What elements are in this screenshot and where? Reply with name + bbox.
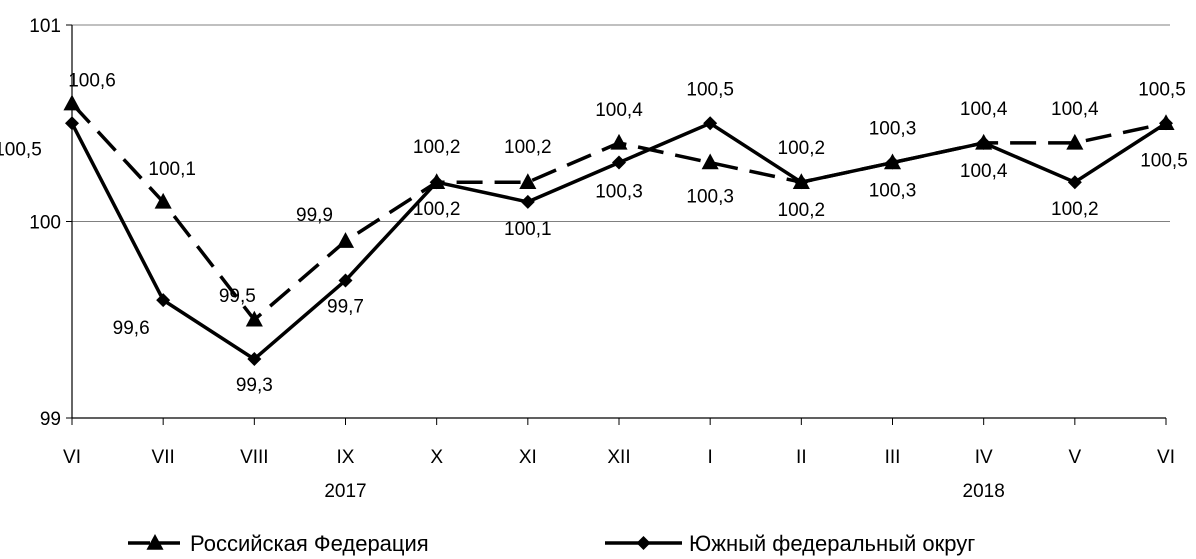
series-1-point-2: [247, 352, 262, 367]
series-0-point-0: [63, 94, 81, 111]
x-tick-label: I: [708, 447, 713, 468]
data-labels: 100,6 100,1 99,5 99,9 100,2 100,2 100,4 100,3 10…: [0, 71, 1188, 396]
data-label: 100,4: [1051, 99, 1099, 120]
data-label: 100,4: [960, 161, 1008, 182]
data-label: 100,4: [960, 99, 1008, 120]
x-tick-label: X: [430, 447, 443, 468]
series-1-point-1: [156, 293, 171, 308]
legend-label: Южный федеральный округ: [689, 531, 975, 556]
series-1-point-3: [338, 273, 353, 288]
year-label: 2017: [324, 481, 366, 502]
series-1-point-8: [794, 175, 809, 190]
legend-marker-1: [636, 536, 651, 550]
data-label: 100,2: [778, 200, 826, 221]
data-label: 100,3: [595, 182, 643, 203]
series-1-point-4: [429, 175, 444, 190]
series-1-point-11: [1067, 175, 1082, 190]
data-label: 100,4: [595, 100, 643, 121]
data-label: 100,3: [869, 181, 917, 202]
series-0-point-6: [610, 133, 628, 150]
data-label: 100,2: [413, 199, 461, 220]
series-1-point-6: [612, 155, 626, 170]
data-label: 99,6: [113, 318, 150, 339]
data-label: 100,2: [1051, 199, 1099, 220]
year-label: 2018: [963, 481, 1005, 502]
data-label: 99,7: [327, 296, 364, 317]
series-0-point-5: [519, 173, 537, 189]
legend-marker-0: [146, 534, 164, 550]
y-tick-label: 101: [29, 16, 61, 37]
data-label: 99,9: [296, 205, 333, 226]
x-tick-label: III: [885, 447, 901, 468]
data-label: 100,2: [504, 137, 552, 158]
x-tick-label: IV: [975, 447, 993, 468]
x-tick-label: VI: [63, 447, 81, 468]
data-label: 100,1: [148, 159, 196, 180]
x-tick-label: VI: [1157, 447, 1175, 468]
series-0-point-3: [336, 232, 355, 248]
x-tick-label: VIII: [240, 447, 269, 468]
x-tick-label: XI: [519, 447, 537, 468]
data-label: 100,5: [0, 139, 42, 160]
y-tick-label: 100: [29, 213, 61, 234]
series-1-point-0: [65, 116, 79, 131]
data-label: 99,5: [219, 286, 256, 307]
data-label: 100,6: [68, 71, 116, 92]
series-1-point-10: [976, 135, 991, 150]
series-0-point-11: [1066, 133, 1084, 150]
x-tick-label: V: [1068, 447, 1081, 468]
x-tick-label: II: [796, 447, 807, 468]
data-label: 100,5: [1138, 79, 1186, 100]
series-1-point-7: [703, 116, 718, 131]
series-1-point-12: [1159, 116, 1173, 131]
series: [63, 94, 1175, 367]
data-label: 99,3: [236, 375, 273, 396]
data-label: 100,3: [869, 119, 917, 140]
legend-label: Российская Федерация: [190, 531, 429, 556]
series-1-point-5: [520, 194, 535, 209]
series-0-point-7: [701, 153, 719, 170]
series-0-point-2: [245, 310, 263, 327]
series-1-point-9: [885, 155, 900, 170]
x-tick-label: XII: [607, 447, 630, 468]
x-tick-label: IX: [337, 447, 355, 468]
data-label: 100,2: [413, 137, 461, 158]
data-label: 100,1: [504, 219, 552, 240]
gridlines: [72, 24, 1170, 222]
data-label: 100,5: [1140, 150, 1188, 171]
series-0-point-1: [154, 192, 172, 209]
data-label: 100,2: [778, 138, 826, 159]
data-label: 100,5: [686, 79, 734, 100]
legend: Российская Федерация Южный федеральный ок…: [128, 531, 975, 556]
x-tick-label: VII: [152, 447, 175, 468]
y-tick-label: 99: [40, 409, 61, 430]
data-label: 100,3: [686, 187, 734, 208]
